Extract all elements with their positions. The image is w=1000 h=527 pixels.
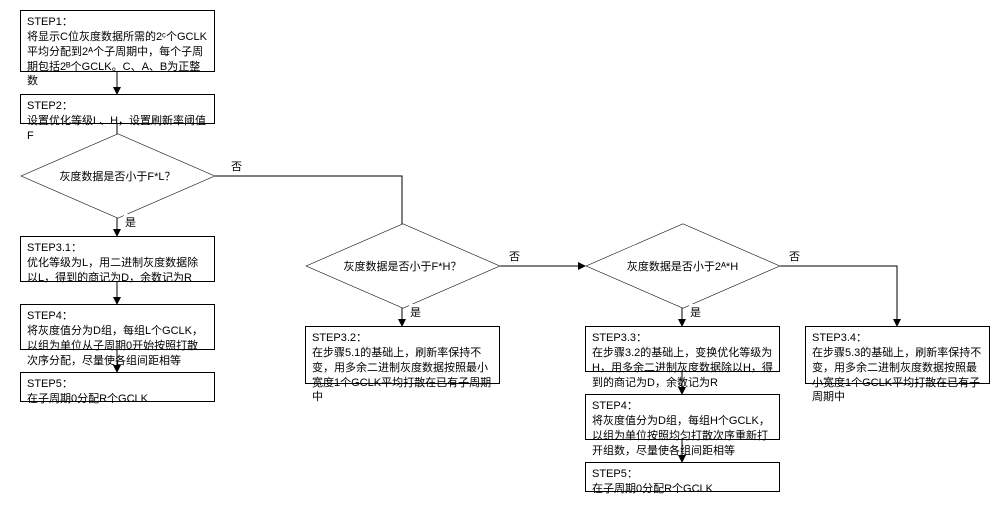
edge-11 bbox=[780, 266, 897, 326]
node-d3: 灰度数据是否小于2ᴬ*H bbox=[585, 236, 780, 296]
edge-label-11: 否 bbox=[788, 248, 801, 264]
node-step1: STEP1： 将显示C位灰度数据所需的2ᶜ个GCLK平均分配到2ᴬ个子周期中，每… bbox=[20, 10, 215, 72]
node-d2: 灰度数据是否小于F*H？ bbox=[305, 236, 500, 296]
node-step5a: STEP5： 在子周期0分配R个GCLK bbox=[20, 372, 215, 402]
node-d1-label: 灰度数据是否小于F*L？ bbox=[20, 146, 215, 206]
edge-label-2: 是 bbox=[124, 214, 137, 230]
edge-label-7: 否 bbox=[508, 248, 521, 264]
edge-label-8: 是 bbox=[689, 304, 702, 320]
node-step31: STEP3.1： 优化等级为L，用二进制灰度数据除以L，得到的商记为D，余数记为… bbox=[20, 236, 215, 282]
node-d1: 灰度数据是否小于F*L？ bbox=[20, 146, 215, 206]
node-step4b: STEP4： 将灰度值分为D组，每组H个GCLK，以组为单位按照均匀打散次序重新… bbox=[585, 394, 780, 440]
node-step32: STEP3.2： 在步骤5.1的基础上，刷新率保持不变，用多余二进制灰度数据按照… bbox=[305, 326, 500, 384]
node-step34: STEP3.4： 在步骤5.3的基础上，刷新率保持不变，用多余二进制灰度数据按照… bbox=[805, 326, 990, 384]
node-d3-label: 灰度数据是否小于2ᴬ*H bbox=[585, 236, 780, 296]
node-step33: STEP3.3： 在步骤3.2的基础上，变换优化等级为H，用多余二进制灰度数据除… bbox=[585, 326, 780, 372]
node-step4a: STEP4： 将灰度值分为D组，每组L个GCLK，以组为单位从子周期0开始按照打… bbox=[20, 304, 215, 350]
node-d2-label: 灰度数据是否小于F*H？ bbox=[305, 236, 500, 296]
edge-label-5: 否 bbox=[230, 158, 243, 174]
node-step5b: STEP5： 在子周期0分配R个GCLK bbox=[585, 462, 780, 492]
flowchart-stage: STEP1： 将显示C位灰度数据所需的2ᶜ个GCLK平均分配到2ᴬ个子周期中，每… bbox=[0, 0, 1000, 527]
edge-label-6: 是 bbox=[409, 304, 422, 320]
